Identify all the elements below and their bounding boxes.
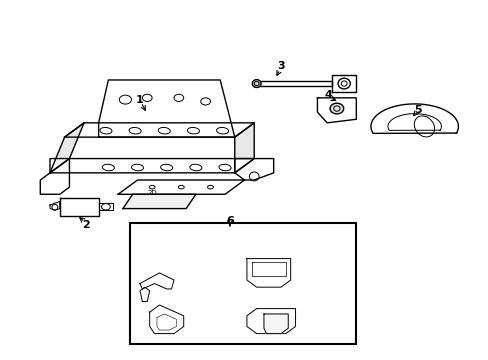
Polygon shape [64,123,254,137]
Polygon shape [60,198,99,216]
Polygon shape [331,75,356,93]
Text: 1: 1 [136,95,143,105]
Polygon shape [50,123,84,173]
Polygon shape [234,158,273,180]
Polygon shape [140,287,149,301]
Polygon shape [50,202,60,210]
Polygon shape [149,305,183,334]
Text: 6: 6 [225,216,233,226]
Ellipse shape [329,103,343,114]
Text: 2: 2 [82,220,90,230]
Polygon shape [264,314,287,334]
Text: 3: 3 [277,62,284,71]
Polygon shape [50,158,254,173]
Polygon shape [140,273,174,289]
Polygon shape [118,180,244,194]
Polygon shape [122,194,196,208]
Polygon shape [370,104,457,133]
Polygon shape [99,203,113,210]
Polygon shape [234,123,254,173]
Ellipse shape [252,80,261,87]
Text: 4: 4 [324,90,331,100]
Polygon shape [99,80,234,137]
Ellipse shape [337,78,349,89]
Bar [130,223,356,344]
Polygon shape [246,258,290,287]
Text: 5: 5 [413,105,421,115]
Text: 2D: 2D [147,189,157,195]
Polygon shape [40,158,69,194]
Polygon shape [246,309,295,334]
Polygon shape [254,81,331,86]
Polygon shape [317,98,356,123]
